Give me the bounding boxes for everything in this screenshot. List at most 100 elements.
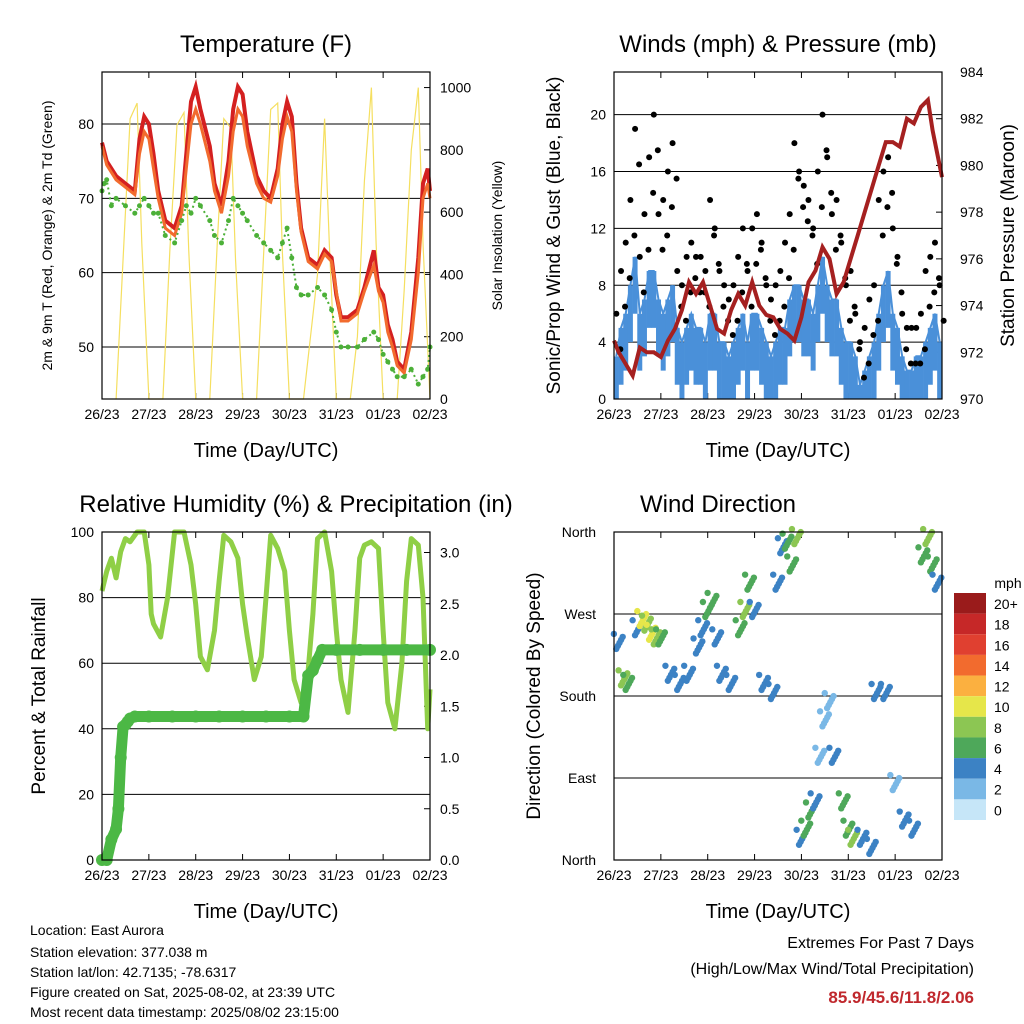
gust-point [613, 310, 620, 317]
dewpoint-point [284, 225, 290, 231]
gust-point [828, 211, 835, 218]
direction-point [870, 695, 878, 703]
colorbar-swatch [954, 716, 986, 738]
gust-point [673, 175, 680, 182]
direction-point [636, 622, 643, 630]
y2-tick-label-1: 0 [440, 391, 448, 407]
y-axis-label-2: Sonic/Prop Wind & Gust (Blue, Black) [544, 77, 565, 395]
direction-point [908, 832, 915, 839]
gust-point [875, 317, 882, 324]
gust-point [818, 204, 825, 211]
direction-point [802, 799, 810, 806]
x-tick-label-1: 02/23 [412, 406, 447, 422]
x-tick-label-4: 01/23 [878, 867, 913, 883]
gust-point [660, 196, 667, 203]
y2-tick-label-1: 800 [440, 142, 464, 158]
gust-point [632, 125, 639, 132]
direction-point [877, 680, 885, 688]
direction-point [896, 808, 903, 815]
x-axis-label-3: Time (Day/UTC) [194, 901, 339, 923]
y-tick-label-3: 40 [78, 721, 94, 737]
gust-point [913, 324, 920, 331]
gust-point [739, 289, 746, 296]
y2-tick-label-1: 600 [440, 204, 464, 220]
gust-point [757, 246, 764, 253]
y2-tick-label-1: 1000 [440, 80, 471, 96]
gust-point [917, 310, 924, 317]
x-tick-label-3: 28/23 [178, 867, 213, 883]
gust-point [655, 211, 662, 218]
precip-point [114, 751, 127, 764]
extremes-values: 85.9/45.6/11.8/2.06 [828, 988, 974, 1007]
precip-point [128, 710, 141, 723]
gust-point [786, 211, 793, 218]
gust-point [912, 360, 919, 367]
direction-point [798, 817, 805, 824]
gust-point [668, 204, 675, 211]
y-tick-label-2: 4 [598, 334, 606, 350]
footer-recent: Most recent data timestamp: 2025/08/02 2… [30, 1004, 339, 1020]
y2-tick-label-2: 970 [960, 391, 984, 407]
gust-point [828, 189, 835, 196]
direction-point [645, 636, 653, 643]
gust-point [908, 324, 915, 331]
gust-point [715, 260, 722, 267]
direction-point [931, 586, 939, 593]
y-tick-label-4: North [562, 524, 596, 540]
direction-point [823, 704, 831, 712]
y-tick-label-2: 16 [590, 164, 606, 180]
y2-tick-label-2: 980 [960, 157, 984, 173]
colorbar-swatch [954, 696, 986, 717]
gust-point [650, 111, 657, 118]
plot-frame-2 [613, 71, 943, 400]
gust-point [748, 303, 755, 310]
y-tick-label-3: 60 [78, 655, 94, 671]
plot-frame-3 [101, 531, 431, 861]
y-tick-label-2: 20 [590, 107, 606, 123]
x-tick-label-3: 01/23 [366, 867, 401, 883]
gust-point [837, 232, 844, 239]
gust-point [636, 161, 643, 168]
gust-point [707, 196, 714, 203]
series-temp-2m [100, 79, 432, 374]
direction-point [807, 790, 814, 797]
direction-point [758, 686, 765, 694]
y-tick-label-2: 0 [598, 391, 606, 407]
direction-point [664, 677, 672, 684]
direction-point [805, 814, 812, 821]
gust-point [809, 232, 816, 239]
gust-point [936, 282, 943, 289]
colorbar-swatch [954, 634, 986, 655]
gust-point [871, 282, 878, 289]
y-tick-label-4: East [568, 770, 596, 786]
plot-frame-1 [101, 71, 431, 400]
x-tick-label-1: 26/23 [84, 406, 119, 422]
y-tick-label-1: 60 [78, 265, 94, 281]
direction-point [774, 535, 782, 542]
direction-point [781, 545, 789, 552]
x-tick-label-2: 27/23 [643, 406, 678, 422]
gust-point [702, 268, 709, 275]
precip-point [330, 643, 343, 656]
direction-point [634, 607, 641, 615]
direction-point [856, 841, 864, 848]
dewpoint-point [162, 233, 168, 238]
direction-point [711, 641, 718, 648]
gust-point [669, 140, 676, 147]
colorbar-label: 8 [994, 720, 1002, 736]
x-tick-label-1: 31/23 [319, 406, 354, 422]
gust-point [781, 303, 788, 310]
direction-point [812, 744, 819, 751]
gust-point [729, 332, 736, 339]
direction-point [704, 589, 711, 597]
gust-point [861, 374, 867, 381]
gust-point [833, 196, 840, 203]
gust-point [898, 289, 905, 296]
footer-location: Location: East Aurora [30, 922, 164, 938]
extremes-subtitle: (High/Low/Max Wind/Total Precipitation) [690, 961, 974, 978]
direction-point [662, 662, 669, 669]
colorbar-swatch [954, 654, 986, 676]
gust-point [926, 303, 933, 310]
direction-point [880, 695, 887, 703]
